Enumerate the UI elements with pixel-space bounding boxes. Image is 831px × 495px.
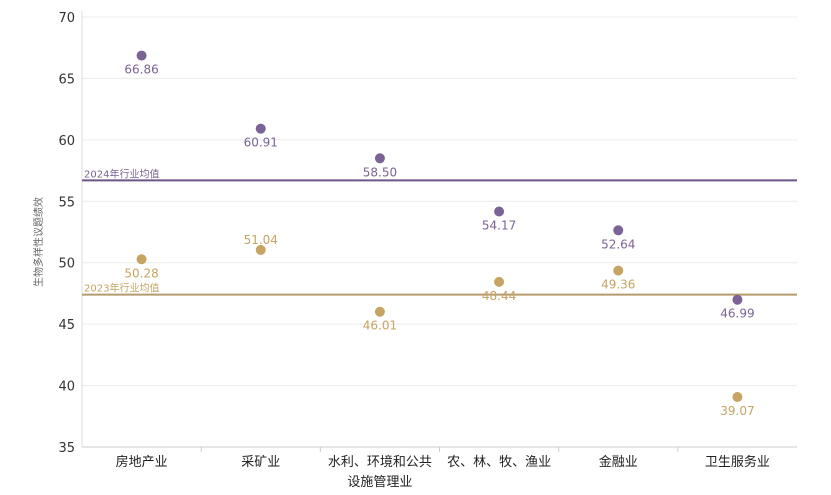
data-point bbox=[732, 294, 743, 305]
y-tick-label: 40 bbox=[58, 380, 75, 395]
x-tick-label: 房地产业 bbox=[116, 454, 168, 470]
x-tick-label: 卫生服务业 bbox=[705, 454, 770, 470]
data-point bbox=[732, 391, 743, 402]
data-label: 46.01 bbox=[363, 319, 397, 333]
x-tick-label: 采矿业 bbox=[241, 455, 280, 470]
data-point bbox=[255, 123, 266, 134]
data-label: 58.50 bbox=[363, 165, 397, 179]
data-label: 39.07 bbox=[720, 404, 754, 418]
data-label: 54.17 bbox=[482, 218, 516, 232]
y-tick-label: 55 bbox=[58, 195, 75, 210]
y-axis-label: 生物多样性议题绩效 bbox=[32, 197, 45, 287]
y-tick-label: 50 bbox=[58, 257, 75, 272]
data-label: 51.04 bbox=[244, 233, 278, 247]
data-label: 66.86 bbox=[124, 63, 158, 77]
y-tick-label: 60 bbox=[58, 134, 75, 149]
x-tick-label: 水利、环境和公共 bbox=[328, 455, 432, 470]
reference-line-label: 2024年行业均值 bbox=[84, 167, 159, 180]
data-point bbox=[136, 50, 147, 61]
data-label: 49.36 bbox=[601, 278, 635, 292]
data-label: 50.28 bbox=[124, 266, 158, 280]
data-point bbox=[255, 244, 266, 255]
y-tick-label: 65 bbox=[58, 72, 75, 87]
data-point bbox=[374, 306, 385, 317]
data-label: 52.64 bbox=[601, 237, 635, 251]
x-tick-label: 农、林、牧、渔业 bbox=[447, 455, 551, 470]
y-ticks: 35 40 45 50 55 60 65 70 bbox=[58, 11, 75, 456]
y-tick-label: 35 bbox=[58, 441, 75, 456]
y-tick-label: 70 bbox=[58, 11, 75, 26]
data-point bbox=[613, 265, 624, 276]
data-point bbox=[374, 153, 385, 164]
data-point bbox=[136, 254, 147, 265]
grid bbox=[82, 16, 797, 387]
x-tick-label: 金融业 bbox=[599, 454, 638, 470]
data-label: 46.99 bbox=[720, 307, 754, 321]
y-tick-label: 45 bbox=[58, 318, 75, 333]
data-point bbox=[494, 276, 505, 287]
reference-line-label: 2023年行业均值 bbox=[84, 282, 159, 295]
data-point bbox=[494, 206, 505, 217]
x-tick-label: 设施管理业 bbox=[347, 475, 412, 490]
data-points: 66.86 60.91 58.50 54.17 52.64 46.99 50.28 51.04… bbox=[124, 50, 755, 418]
data-point bbox=[613, 225, 624, 236]
data-label: 48.44 bbox=[482, 289, 516, 303]
reference-lines: 2024年行业均值 2023年行业均值 bbox=[82, 167, 797, 296]
data-label: 60.91 bbox=[244, 136, 278, 150]
